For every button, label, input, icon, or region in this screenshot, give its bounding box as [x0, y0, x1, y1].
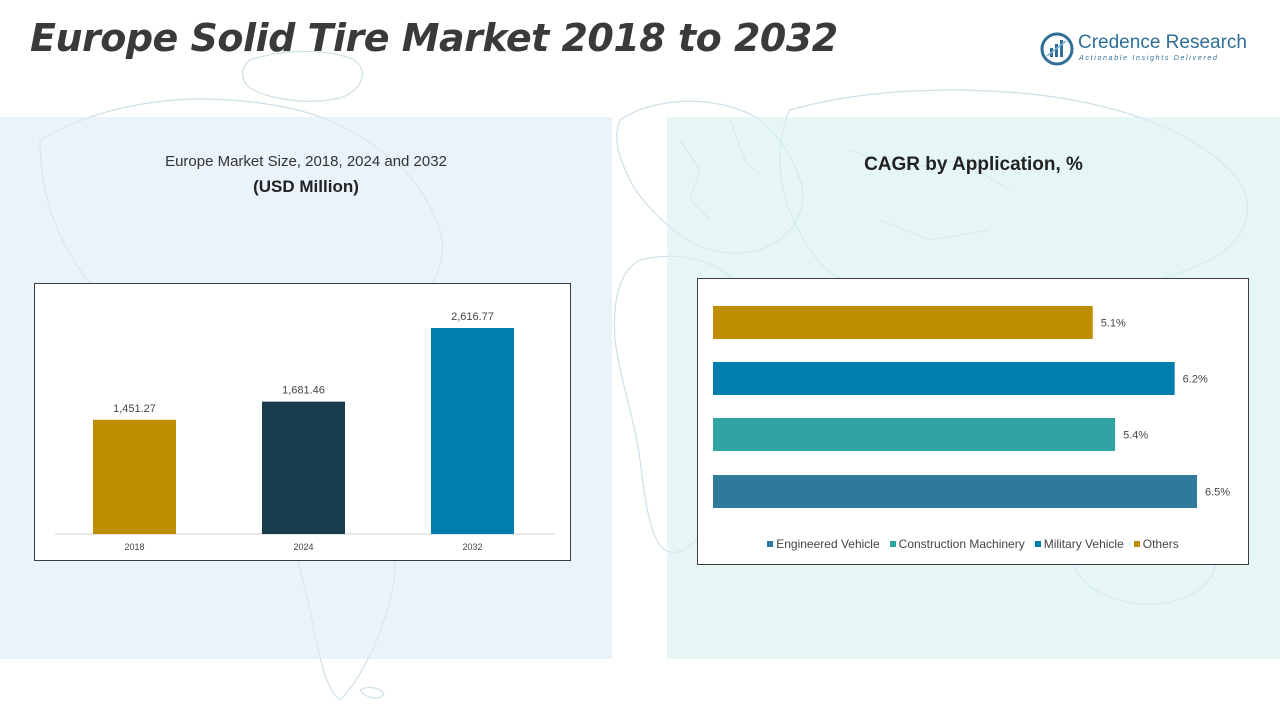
logo-name: Credence Research [1078, 32, 1247, 53]
tick-label-2024: 2024 [293, 542, 313, 552]
tick-label-2018: 2018 [124, 542, 144, 552]
bar-military-vehicle [713, 362, 1175, 395]
legend-label: Others [1142, 537, 1179, 551]
data-label-construction-machinery: 5.4% [1123, 430, 1148, 442]
data-label-engineered-vehicle: 6.5% [1205, 487, 1230, 499]
bar-others [713, 306, 1093, 339]
market-size-heading: Europe Market Size, 2018, 2024 and 2032 [165, 153, 447, 170]
bar-2032 [431, 328, 514, 534]
legend-item-engineered-vehicle: Engineered Vehicle [767, 537, 880, 551]
page-title: Europe Solid Tire Market 2018 to 2032 [30, 16, 838, 60]
data-label-others: 5.1% [1101, 318, 1126, 330]
logo-mark-icon [1040, 32, 1074, 66]
legend-item-military-vehicle: Military Vehicle [1034, 537, 1124, 551]
market-size-chart: 1,451.27 2018 1,681.46 2024 2,616.77 2032 [34, 283, 571, 561]
cagr-chart: 5.1% 6.2% 5.4% 6.5% Engineered Vehicle Const… [697, 278, 1249, 565]
logo-tagline: Actionable Insights Delivered [1079, 55, 1219, 62]
market-size-unit: (USD Million) [253, 177, 359, 196]
data-label-2018: 1,451.27 [113, 403, 156, 415]
data-label-military-vehicle: 6.2% [1183, 374, 1208, 386]
legend-swatch [1133, 541, 1140, 547]
brand-logo: Credence Research Actionable Insights De… [1040, 30, 1255, 70]
market-size-bar-chart: 1,451.27 2018 1,681.46 2024 2,616.77 2032 [55, 311, 555, 552]
legend-swatch [889, 541, 896, 547]
data-label-2024: 1,681.46 [282, 385, 325, 397]
bar-construction-machinery [713, 418, 1116, 451]
bar-engineered-vehicle [713, 475, 1197, 508]
legend-label: Construction Machinery [898, 537, 1025, 551]
legend-label: Engineered Vehicle [776, 537, 880, 551]
bar-2018 [93, 419, 176, 534]
bar-2024 [262, 401, 345, 534]
legend-swatch [1034, 541, 1041, 547]
cagr-heading: CAGR by Application, % [864, 154, 1083, 175]
legend-item-others: Others [1133, 537, 1179, 551]
tick-label-2032: 2032 [462, 542, 482, 552]
data-label-2032: 2,616.77 [451, 311, 494, 323]
legend-swatch [767, 541, 774, 547]
legend-label: Military Vehicle [1043, 537, 1124, 551]
cagr-legend: Engineered Vehicle Construction Machinery… [698, 537, 1248, 551]
legend-item-construction-machinery: Construction Machinery [889, 537, 1025, 551]
cagr-bar-chart: 5.1% 6.2% 5.4% 6.5% [713, 306, 1230, 508]
